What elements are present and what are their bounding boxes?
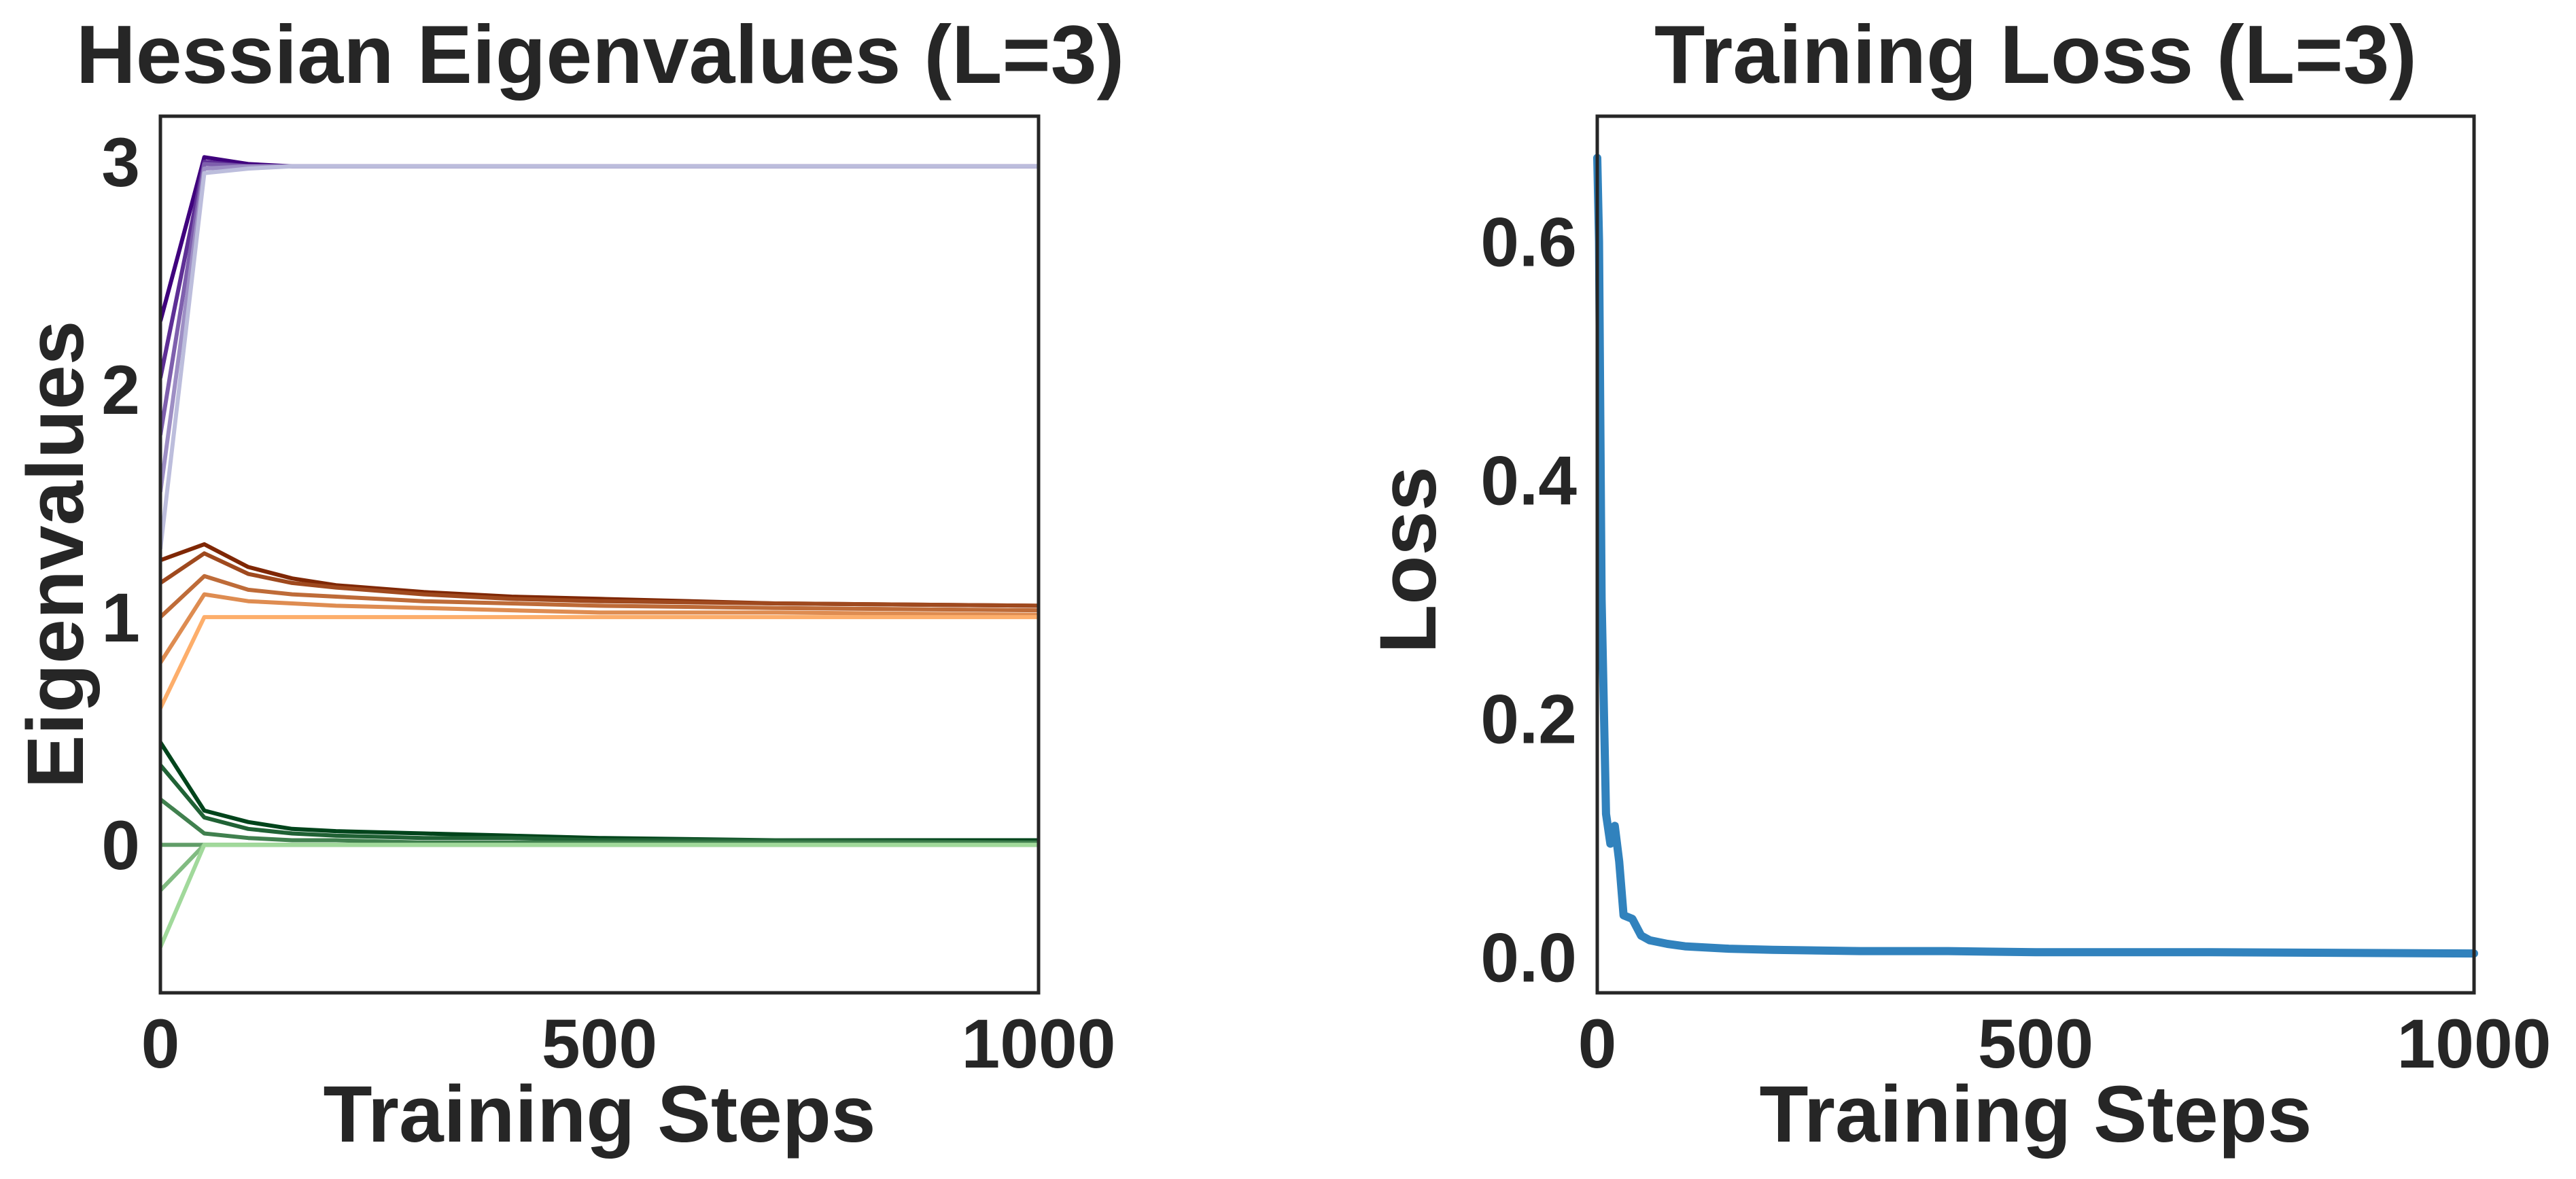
eigenvalues-x-tick-label: 1000 <box>962 1005 1116 1083</box>
eigenvalue-series-line <box>160 843 1039 949</box>
eigenvalues-tick-labels: 0 500 1000 0 1 2 3 <box>101 124 1115 1083</box>
eigenvalue-series-line <box>160 763 1039 845</box>
loss-x-tick-label: 0 <box>1578 1005 1617 1083</box>
eigenvalues-panel: Hessian Eigenvalues (L=3) 0 500 1000 0 1 2 3 T… <box>11 8 1124 1159</box>
eigenvalue-series-line <box>160 542 1039 608</box>
loss-tick-labels: 0 500 1000 0.0 0.2 0.4 0.6 <box>1480 203 2551 1083</box>
loss-y-tick-label: 0.4 <box>1480 442 1577 519</box>
eigenvalues-chart-title: Hessian Eigenvalues (L=3) <box>76 8 1125 101</box>
loss-y-tick-label: 0.2 <box>1480 680 1577 758</box>
eigenvalue-series-line <box>160 160 1039 379</box>
eigenvalue-series-line <box>160 155 1039 322</box>
eigenvalue-series-line <box>160 551 1039 608</box>
eigenvalue-series-group <box>160 155 1039 949</box>
loss-chart-title: Training Loss (L=3) <box>1654 8 2417 101</box>
eigenvalues-y-axis-label: Eigenvalues <box>11 321 101 789</box>
eigenvalues-y-tick-label: 1 <box>101 579 140 656</box>
eigenvalue-series-line <box>160 843 1039 892</box>
eigenvalue-series-line <box>160 164 1039 493</box>
eigenvalue-series-line <box>160 797 1039 845</box>
eigenvalue-series-line <box>160 164 1039 549</box>
eigenvalues-y-tick-label: 0 <box>101 807 140 884</box>
eigenvalues-y-tick-label: 2 <box>101 351 140 429</box>
eigenvalues-x-tick-label: 0 <box>141 1005 180 1083</box>
eigenvalues-y-tick-label: 3 <box>101 124 140 201</box>
eigenvalue-series-line <box>160 592 1039 664</box>
eigenvalues-x-tick-label: 500 <box>542 1005 657 1083</box>
loss-series-line <box>1593 154 2478 958</box>
eigenvalue-series-line <box>160 741 1039 843</box>
eigenvalue-series-line <box>160 615 1039 709</box>
loss-y-axis-label: Loss <box>1363 466 1453 653</box>
loss-plot-frame <box>1595 114 2476 995</box>
loss-x-axis-label: Training Steps <box>1759 1070 2312 1159</box>
eigenvalues-plot-frame <box>158 114 1041 995</box>
loss-x-tick-label: 500 <box>1978 1005 2093 1083</box>
eigenvalue-series-line <box>160 162 1039 436</box>
eigenvalues-x-axis-label: Training Steps <box>323 1070 875 1159</box>
loss-y-tick-label: 0.0 <box>1480 919 1577 996</box>
loss-x-tick-label: 1000 <box>2397 1005 2552 1083</box>
loss-panel: Training Loss (L=3) 0 500 1000 0.0 0.2 0.4 0.6… <box>1363 8 2551 1159</box>
loss-series-group <box>1593 154 2478 958</box>
loss-y-tick-label: 0.6 <box>1480 203 1577 281</box>
eigenvalue-series-line <box>160 574 1039 619</box>
